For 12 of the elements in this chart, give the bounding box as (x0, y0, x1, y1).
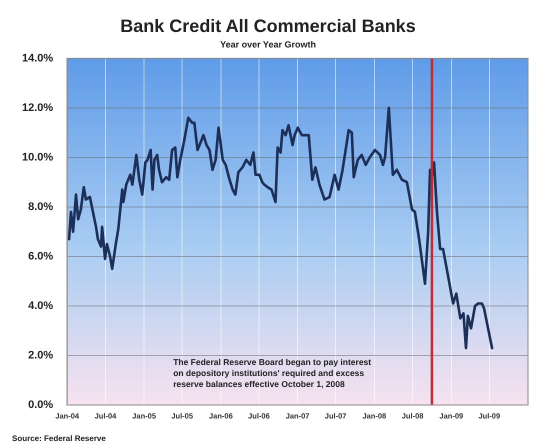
y-tick-label: 14.0% (22, 52, 54, 64)
annotation: The Federal Reserve Board began to pay interest on depository institutions' required and excess reserve balances effective October 1, 2008 (173, 357, 372, 389)
chart-title: Bank Credit All Commercial Banks (120, 16, 416, 36)
y-tick-label: 2.0% (28, 350, 54, 362)
y-tick-label: 10.0% (22, 151, 54, 164)
y-tick-label: 0.0% (28, 399, 54, 412)
source-note: Source: Federal Reserve (12, 434, 106, 443)
chart-subtitle: Year over Year Growth (220, 39, 316, 50)
y-tick-label: 6.0% (28, 250, 54, 262)
y-tick-label: 8.0% (28, 200, 54, 213)
y-tick-label: 12.0% (22, 102, 54, 114)
y-tick-label: 4.0% (28, 300, 54, 312)
